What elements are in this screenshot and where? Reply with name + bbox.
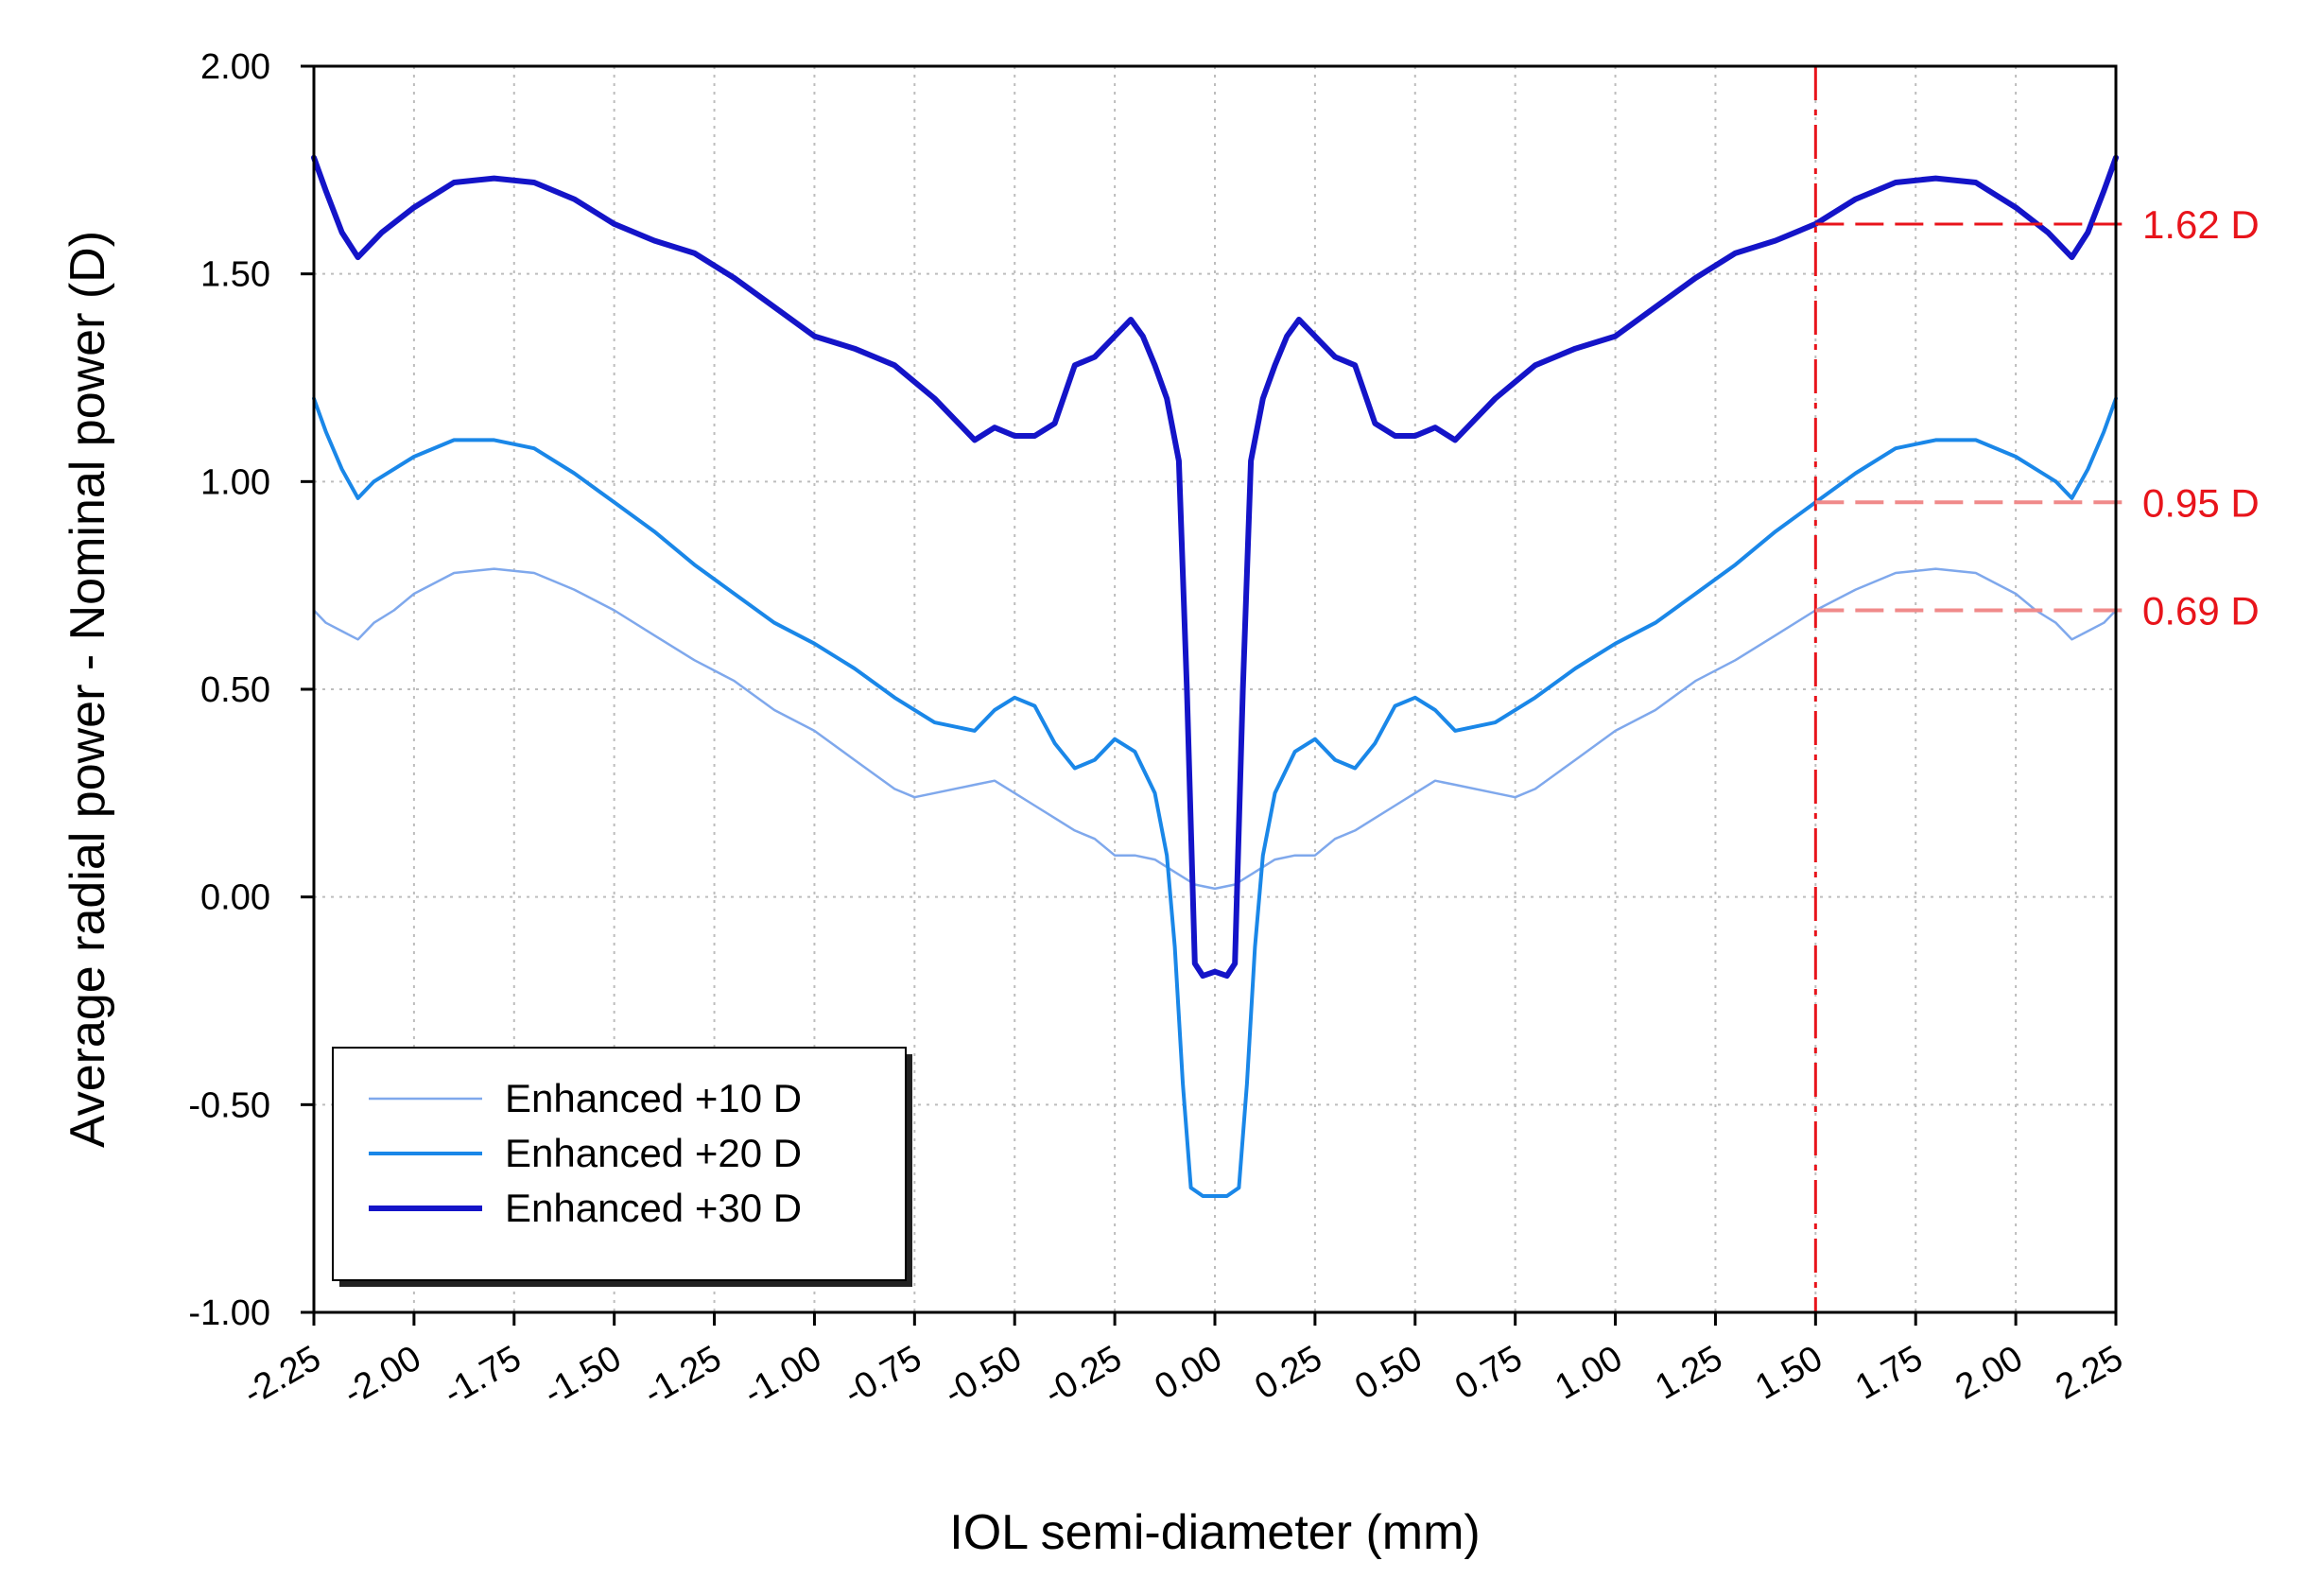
x-tick-label: 2.25 bbox=[2049, 1338, 2129, 1407]
y-tick-label: 1.50 bbox=[200, 255, 270, 295]
legend-label: Enhanced +30 D bbox=[505, 1186, 802, 1230]
legend-label: Enhanced +20 D bbox=[505, 1131, 802, 1175]
highlight-annotations: 1.62 D 0.95 D 0.69 D bbox=[1813, 66, 2260, 1312]
x-tick-label: 0.00 bbox=[1148, 1338, 1228, 1407]
x-tick-label: -0.50 bbox=[938, 1338, 1029, 1414]
legend-box bbox=[332, 1047, 907, 1281]
x-tick-label: -1.00 bbox=[737, 1338, 828, 1414]
x-tick-label: -2.00 bbox=[337, 1338, 427, 1414]
annotation-label: 0.95 D bbox=[2142, 480, 2260, 525]
annotation-label: 0.69 D bbox=[2142, 589, 2260, 633]
x-tick-label: 0.50 bbox=[1348, 1338, 1429, 1407]
annotation-label: 1.62 D bbox=[2142, 202, 2260, 247]
series-line bbox=[312, 396, 2118, 1198]
x-tick-label: -2.25 bbox=[236, 1338, 327, 1414]
y-tick-label: 1.00 bbox=[200, 462, 270, 502]
y-tick-label: 0.50 bbox=[200, 670, 270, 710]
x-tick-label: -1.25 bbox=[637, 1338, 728, 1414]
y-axis-title: Average radial power - Nominal power (D) bbox=[61, 231, 115, 1148]
x-tick-label: 0.75 bbox=[1448, 1338, 1529, 1407]
y-tick-label: 0.00 bbox=[200, 878, 270, 918]
x-tick-label: -1.75 bbox=[437, 1338, 528, 1414]
x-tick-label: -1.50 bbox=[537, 1338, 628, 1414]
y-tick-label: -1.00 bbox=[188, 1293, 270, 1333]
x-tick-label: -0.25 bbox=[1038, 1338, 1129, 1414]
series-line bbox=[311, 154, 2119, 980]
x-tick-label: 1.75 bbox=[1849, 1338, 1930, 1407]
x-tick-label: -0.75 bbox=[838, 1338, 928, 1414]
x-tick-label: 1.00 bbox=[1549, 1338, 1629, 1407]
legend-label: Enhanced +10 D bbox=[505, 1076, 802, 1120]
x-axis-title: IOL semi-diameter (mm) bbox=[949, 1505, 1480, 1560]
x-tick-label: 0.25 bbox=[1248, 1338, 1328, 1407]
x-tick-label: 2.00 bbox=[1949, 1338, 2030, 1407]
x-tick-label: 1.50 bbox=[1749, 1338, 1829, 1407]
x-tick-label: 1.25 bbox=[1649, 1338, 1729, 1407]
legend: Enhanced +10 D Enhanced +20 D Enhanced +30… bbox=[332, 1047, 912, 1287]
y-tick-label: 2.00 bbox=[200, 47, 270, 87]
y-tick-label: -0.50 bbox=[188, 1085, 270, 1125]
